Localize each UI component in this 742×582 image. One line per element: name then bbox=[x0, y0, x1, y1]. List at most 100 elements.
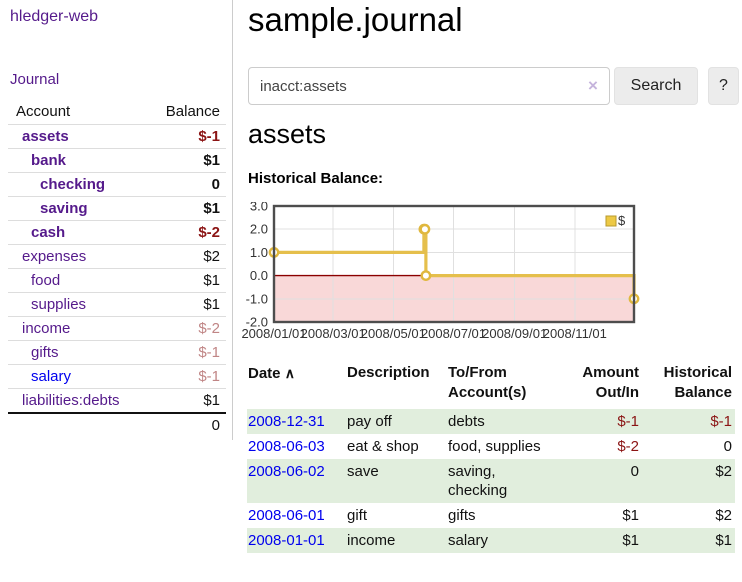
register-row: 2008-01-01 income salary $1 $1 bbox=[247, 528, 735, 553]
help-button[interactable]: ? bbox=[708, 67, 739, 105]
account-balance: 0 bbox=[145, 172, 226, 197]
account-row: liabilities:debts $1 bbox=[8, 388, 226, 413]
transaction-balance: 0 bbox=[723, 438, 732, 455]
y-tick-label: 3.0 bbox=[250, 202, 268, 214]
account-link-expenses[interactable]: expenses bbox=[22, 248, 87, 265]
accounts-total-value: 0 bbox=[145, 412, 226, 437]
account-row: salary $-1 bbox=[8, 364, 226, 389]
y-tick-label: -2.0 bbox=[246, 315, 268, 330]
data-point-marker bbox=[419, 223, 431, 235]
x-tick-label: 2008/11/01 bbox=[543, 326, 607, 341]
transaction-description: income bbox=[347, 532, 396, 549]
account-row: supplies $1 bbox=[8, 292, 226, 317]
account-balance: $2 bbox=[145, 244, 226, 269]
account-balance: $1 bbox=[145, 268, 226, 293]
y-tick-label: 1.0 bbox=[250, 245, 268, 260]
transaction-date-link[interactable]: 2008-06-02 bbox=[248, 463, 325, 480]
search-input[interactable] bbox=[248, 67, 610, 105]
transaction-balance: $2 bbox=[715, 507, 732, 524]
account-row: bank $1 bbox=[8, 148, 226, 173]
transaction-description: gift bbox=[347, 507, 368, 524]
account-link-salary[interactable]: salary bbox=[31, 368, 72, 385]
register-header-date[interactable]: Date ∧ bbox=[247, 361, 346, 409]
account-balance: $-1 bbox=[145, 124, 226, 149]
account-link-cash[interactable]: cash bbox=[31, 224, 66, 241]
transaction-date-link[interactable]: 2008-12-31 bbox=[248, 413, 325, 430]
data-point-marker bbox=[420, 270, 432, 282]
account-balance: $-1 bbox=[145, 364, 226, 389]
accounts-header-row: Account Balance bbox=[8, 100, 226, 125]
x-tick-label: 2008/05/01 bbox=[361, 326, 426, 341]
legend-swatch bbox=[605, 215, 617, 227]
x-tick-label: 2008/03/01 bbox=[301, 326, 366, 341]
y-tick-label: 2.0 bbox=[250, 222, 268, 237]
transaction-description: save bbox=[347, 463, 379, 480]
account-balance: $1 bbox=[145, 388, 226, 413]
account-row: checking 0 bbox=[8, 172, 226, 197]
account-balance: $1 bbox=[145, 196, 226, 221]
transaction-amount: $-1 bbox=[617, 413, 639, 430]
chart-canvas: $3.0 2.0 1.0 0.0 -1.0 -2.02008/01/012008/03/0… bbox=[241, 199, 640, 341]
chart-border bbox=[272, 204, 636, 324]
account-link-supplies[interactable]: supplies bbox=[31, 296, 87, 313]
transaction-accounts: gifts bbox=[448, 507, 476, 524]
register-row: 2008-06-02 save saving, checking 0 $2 bbox=[247, 459, 735, 503]
account-row: assets $-1 bbox=[8, 124, 226, 149]
account-link-income[interactable]: income bbox=[22, 320, 71, 337]
historical-balance-chart: $3.0 2.0 1.0 0.0 -1.0 -2.0 2008/01/01 2008/03/0… bbox=[240, 199, 742, 346]
chart-title: Historical Balance: bbox=[248, 170, 384, 187]
register-row: 2008-12-31 pay off debts $-1 $-1 bbox=[247, 409, 735, 434]
accounts-header-balance: Balance bbox=[165, 103, 220, 120]
account-link-gifts[interactable]: gifts bbox=[31, 344, 59, 361]
transaction-date-link[interactable]: 2008-01-01 bbox=[248, 532, 325, 549]
transaction-description: pay off bbox=[347, 413, 392, 430]
account-link-food[interactable]: food bbox=[31, 272, 61, 289]
clear-search-icon[interactable]: × bbox=[588, 76, 598, 95]
legend-label: $ bbox=[618, 213, 626, 228]
page-title: sample.journal bbox=[248, 1, 463, 38]
account-balance: $1 bbox=[145, 148, 226, 173]
accounts-total-row: 0 bbox=[8, 412, 226, 437]
sidebar: hledger-web Journal Account Balance asse… bbox=[0, 0, 233, 440]
sort-ascending-icon: ∧ bbox=[284, 365, 295, 381]
register-header-balance: Historical Balance bbox=[663, 364, 732, 401]
register-row: 2008-06-01 gift gifts $1 $2 bbox=[247, 503, 735, 528]
accounts-header-account: Account bbox=[16, 103, 71, 120]
transaction-description: eat & shop bbox=[347, 438, 419, 455]
sidebar-item-journal[interactable]: Journal bbox=[10, 71, 60, 88]
transaction-balance: $1 bbox=[715, 532, 732, 549]
account-link-saving[interactable]: saving bbox=[40, 200, 88, 217]
transaction-accounts: salary bbox=[448, 532, 489, 549]
accounts-table: Account Balance assets $-1 bank $1 checking 0… bbox=[8, 100, 226, 437]
account-balance: $-2 bbox=[145, 316, 226, 341]
transaction-balance: $2 bbox=[715, 463, 732, 480]
account-balance: $-1 bbox=[145, 340, 226, 365]
search-button[interactable]: Search bbox=[614, 67, 698, 105]
account-link-checking[interactable]: checking bbox=[40, 176, 106, 193]
x-tick-label: 2008/07/01 bbox=[421, 326, 486, 341]
transaction-amount: 0 bbox=[630, 463, 639, 480]
account-row: income $-2 bbox=[8, 316, 226, 341]
transaction-date-link[interactable]: 2008-06-03 bbox=[248, 438, 325, 455]
y-tick-label: 0.0 bbox=[250, 268, 268, 283]
x-tick-label: 2008/01/01 bbox=[241, 326, 306, 341]
account-link-bank[interactable]: bank bbox=[31, 152, 67, 169]
transaction-accounts: saving, checking bbox=[448, 463, 508, 499]
transaction-accounts: debts bbox=[448, 413, 485, 430]
account-link-liabilities-debts[interactable]: liabilities:debts bbox=[22, 392, 120, 409]
transaction-amount: $1 bbox=[622, 532, 639, 549]
transaction-amount: $-2 bbox=[617, 438, 639, 455]
account-balance: $-2 bbox=[145, 220, 226, 245]
register-header-row: Date ∧ Description To/From Account(s) Am… bbox=[247, 361, 735, 409]
transaction-date-link[interactable]: 2008-06-01 bbox=[248, 507, 325, 524]
app-title-link[interactable]: hledger-web bbox=[10, 8, 99, 25]
register-row: 2008-06-03 eat & shop food, supplies $-2 0 bbox=[247, 434, 735, 459]
register-table: Date ∧ Description To/From Account(s) Am… bbox=[247, 361, 735, 553]
accounts-total-spacer bbox=[8, 412, 146, 437]
account-link-assets[interactable]: assets bbox=[22, 128, 69, 145]
register-header-description: Description bbox=[347, 364, 430, 381]
transaction-balance: $-1 bbox=[710, 413, 732, 430]
account-row: saving $1 bbox=[8, 196, 226, 221]
register-header-amount: Amount Out/In bbox=[582, 364, 639, 401]
